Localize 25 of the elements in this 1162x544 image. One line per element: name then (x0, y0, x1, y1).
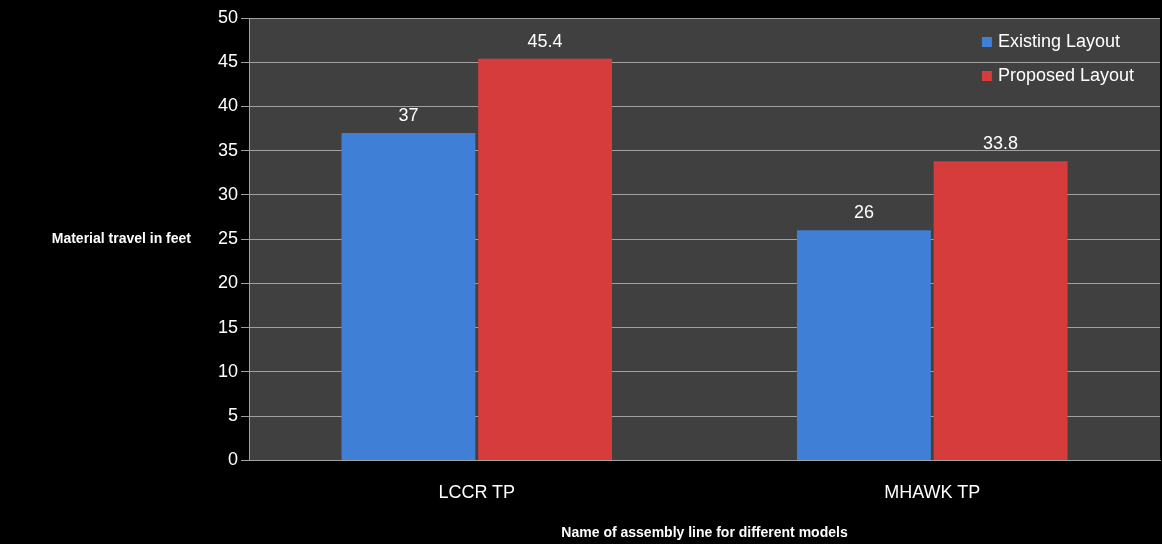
y-tick-label: 50 (217, 6, 239, 27)
y-tick-label: 15 (217, 316, 239, 337)
y-tick-label: 25 (217, 228, 239, 249)
x-tick-label: LCCR TP (438, 482, 516, 503)
y-axis-title: Material travel in feet (51, 230, 192, 247)
bar (341, 133, 476, 460)
data-label: 26 (853, 202, 874, 223)
y-tick-label: 35 (217, 139, 239, 160)
bar (796, 230, 931, 460)
bar (933, 161, 1068, 460)
data-label: 37 (398, 104, 419, 125)
legend-label: Existing Layout (997, 30, 1120, 51)
y-tick-label: 30 (217, 183, 239, 204)
bar (478, 58, 613, 460)
data-label: 33.8 (983, 133, 1019, 154)
x-tick-label: MHAWK TP (884, 482, 981, 503)
legend-label: Proposed Layout (997, 64, 1135, 85)
y-tick-label: 45 (217, 51, 239, 72)
x-axis-title: Name of assembly line for different models (561, 523, 848, 540)
data-label: 45.4 (527, 30, 563, 51)
y-tick-label: 0 (228, 449, 239, 470)
y-tick-label: 5 (228, 405, 239, 426)
y-tick-label: 10 (217, 360, 239, 381)
y-tick-label: 40 (217, 95, 239, 116)
y-tick-label: 20 (217, 272, 239, 293)
